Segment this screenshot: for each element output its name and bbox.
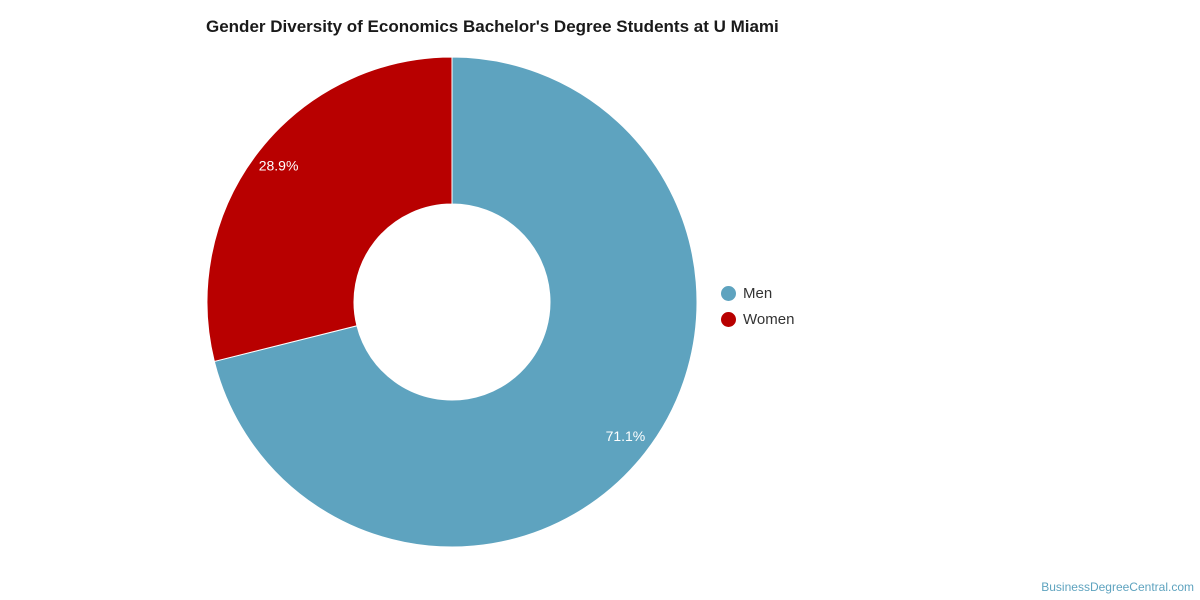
chart-legend: Men Women: [721, 280, 794, 332]
legend-item-women[interactable]: Women: [721, 306, 794, 332]
legend-swatch-women: [721, 311, 736, 327]
slice-label-women: 28.9%: [259, 157, 299, 173]
legend-label-men: Men: [743, 284, 773, 302]
slice-label-men: 71.1%: [606, 428, 646, 444]
slice-women[interactable]: [206, 56, 453, 363]
source-watermark[interactable]: BusinessDegreeCentral.com: [1041, 580, 1194, 594]
legend-swatch-men: [721, 285, 736, 301]
legend-item-men[interactable]: Men: [721, 280, 794, 306]
chart-title: Gender Diversity of Economics Bachelor's…: [206, 17, 779, 36]
legend-label-women: Women: [743, 310, 795, 328]
slice-men[interactable]: [213, 56, 698, 548]
